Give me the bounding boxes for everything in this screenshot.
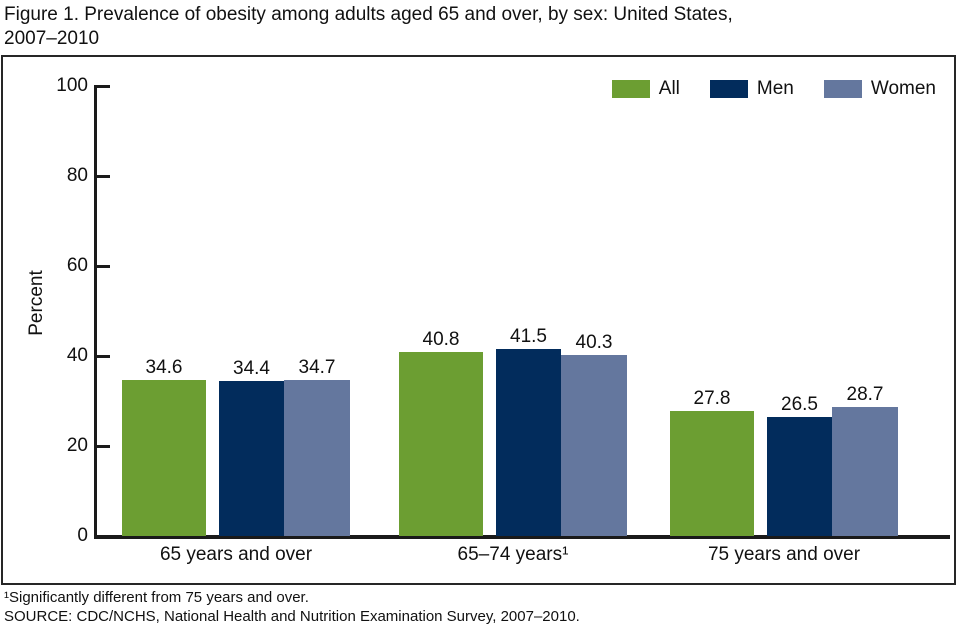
legend-item-all: All	[611, 78, 680, 100]
bar-women	[561, 354, 627, 536]
legend: All Men Women	[611, 78, 936, 100]
figure-title-line2: 2007–2010	[4, 28, 100, 49]
legend-label: All	[658, 78, 680, 99]
footnote-significance: ¹Significantly different from 75 years a…	[4, 589, 309, 606]
legend-swatch-icon	[709, 80, 748, 98]
figure-title: Figure 1. Prevalence of obesity among ad…	[4, 3, 944, 51]
bar-all	[670, 410, 754, 536]
legend-label: Men	[756, 78, 794, 99]
bar-men	[767, 416, 832, 536]
bar-value-label: 26.5	[781, 393, 818, 415]
bar-value-label: 40.3	[575, 331, 613, 353]
y-axis-tick-label: 20	[66, 435, 88, 456]
x-axis-line	[94, 535, 950, 539]
bar-men	[496, 349, 561, 536]
bar-value-label: 27.8	[693, 387, 731, 409]
y-axis-tick	[97, 85, 110, 88]
chart-frame: All Men Women Percent 0 20 40 60 80 100 34.6 40.8…	[1, 55, 956, 585]
legend-item-women: Women	[823, 78, 936, 100]
y-axis-tick	[97, 535, 110, 538]
legend-item-men: Men	[709, 78, 794, 100]
legend-swatch-icon	[823, 80, 862, 98]
bar-all	[399, 352, 483, 536]
y-axis-tick	[97, 265, 110, 268]
bar-value-label: 34.6	[145, 357, 183, 379]
bar-value-label: 28.7	[846, 383, 884, 405]
y-axis-tick-label: 80	[66, 165, 88, 186]
bar-value-label: 40.8	[422, 329, 460, 351]
y-axis-tick-label: 0	[77, 525, 88, 546]
bar-value-label: 34.4	[233, 358, 270, 380]
bar-value-label: 34.7	[298, 356, 336, 378]
footnote-source: SOURCE: CDC/NCHS, National Health and Nu…	[4, 608, 580, 625]
bar-value-label: 41.5	[510, 326, 547, 348]
legend-label: Women	[870, 78, 936, 99]
y-axis-tick-label: 40	[66, 345, 88, 366]
bar-women	[832, 406, 898, 536]
figure-title-line1: Figure 1. Prevalence of obesity among ad…	[4, 4, 733, 25]
y-axis-tick-label: 60	[66, 255, 88, 276]
x-axis-category-label: 65–74 years¹	[457, 544, 569, 565]
x-axis-category-label: 65 years and over	[159, 544, 313, 565]
bar-men	[219, 381, 284, 536]
bar-women	[284, 379, 350, 536]
y-axis-tick	[97, 355, 110, 358]
x-axis-category-label: 75 years and over	[707, 544, 861, 565]
legend-swatch-icon	[611, 80, 650, 98]
bar-all	[122, 380, 206, 536]
y-axis-line	[94, 85, 97, 539]
y-axis-tick-label: 100	[56, 75, 88, 96]
y-axis-tick	[97, 175, 110, 178]
y-axis-tick	[97, 445, 110, 448]
